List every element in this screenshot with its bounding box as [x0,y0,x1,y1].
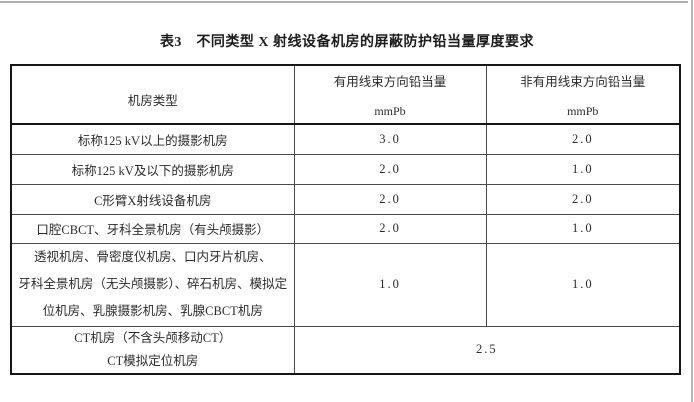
useful-beam-label: 有用线束方向铅当量 [333,74,447,89]
useful-value-cell: 1.0 [293,242,487,327]
non-useful-beam-label: 非有用线束方向铅当量 [520,74,646,89]
table-row: C形臂X射线设备机房 2.0 2.0 [10,183,681,215]
non-useful-value-cell: 2.0 [485,183,681,215]
useful-beam-unit: mmPb [374,103,406,118]
room-cell: 标称125 kV以上的摄影机房 [10,123,295,155]
non-useful-beam-unit: mmPb [567,103,599,118]
non-useful-value-cell: 2.0 [485,123,681,155]
table-row: 口腔CBCT、牙科全景机房（有头颅摄影） 2.0 1.0 [10,213,681,244]
useful-value-cell: 3.0 [293,123,487,155]
non-useful-value-cell: 1.0 [485,153,681,185]
merged-value-cell: 2.5 [293,325,681,374]
shielding-table: 机房类型 有用线束方向铅当量 mmPb 非有用线束方向铅当量 mmPb 标称12… [10,64,681,375]
header-cell-non-useful-beam: 非有用线束方向铅当量 mmPb [485,64,681,125]
header-cell-room-type: 机房类型 [10,64,295,125]
table-row: 标称125 kV及以下的摄影机房 2.0 1.0 [10,153,681,185]
room-cell: CT机房（不含头颅移动CT） CT模拟定位机房 [10,325,295,374]
table-row-ct: CT机房（不含头颅移动CT） CT模拟定位机房 2.5 [10,325,681,374]
top-edge-line [0,1,688,3]
table-row: 标称125 kV以上的摄影机房 3.0 2.0 [10,123,681,155]
room-type-label: 机房类型 [127,94,178,108]
useful-value-cell: 2.0 [293,153,487,185]
room-cell-text: 透视机房、骨密度仪机房、口内牙片机房、 牙科全景机房（无头颅摄影）、碎石机房、模… [18,250,288,318]
right-edge-line [691,0,693,402]
room-cell: 标称125 kV及以下的摄影机房 [10,153,295,185]
non-useful-value-cell: 1.0 [485,213,681,244]
room-cell: 透视机房、骨密度仪机房、口内牙片机房、 牙科全景机房（无头颅摄影）、碎石机房、模… [10,242,295,327]
useful-value-cell: 2.0 [293,183,487,215]
table-header-row: 机房类型 有用线束方向铅当量 mmPb 非有用线束方向铅当量 mmPb [10,64,681,125]
table-row: 透视机房、骨密度仪机房、口内牙片机房、 牙科全景机房（无头颅摄影）、碎石机房、模… [10,242,681,327]
useful-value-cell: 2.0 [293,213,487,244]
room-cell: 口腔CBCT、牙科全景机房（有头颅摄影） [10,213,295,244]
non-useful-value-cell: 1.0 [485,242,681,327]
header-cell-useful-beam: 有用线束方向铅当量 mmPb [293,64,487,125]
table-title: 表3 不同类型 X 射线设备机房的屏蔽防护铅当量厚度要求 [159,35,535,50]
room-cell: C形臂X射线设备机房 [10,183,295,215]
room-cell-text: CT机房（不含头颅移动CT） CT模拟定位机房 [74,330,232,368]
